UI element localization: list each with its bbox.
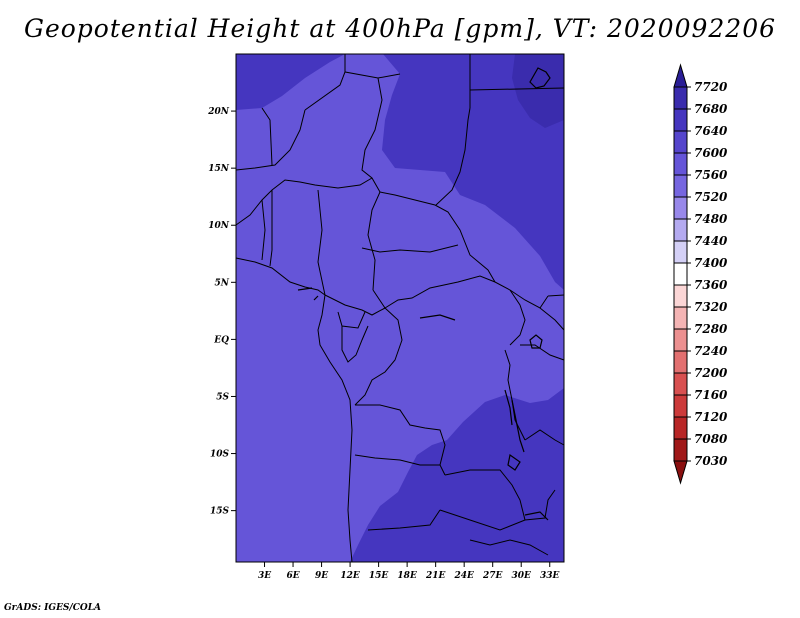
lakes-and-islands xyxy=(297,67,551,521)
colorbar-label: 7480 xyxy=(694,212,728,226)
map-axes: 20N 15N 10N 5N EQ 5S 10S 15S 3E 6E 9E 12E 15E 18E 21E 2… xyxy=(207,107,559,581)
colorbar-segment xyxy=(673,108,688,132)
colorbar-segment xyxy=(673,350,688,374)
colorbar-segment xyxy=(673,416,688,440)
lon-tick-label: 24E xyxy=(453,571,474,581)
map-frame xyxy=(235,53,565,563)
colorbar-segment xyxy=(673,438,688,462)
lat-tick-label: EQ xyxy=(213,335,229,345)
colorbar-segment xyxy=(673,372,688,396)
lon-tick-label: 12E xyxy=(340,571,360,581)
lon-tick-label: 18E xyxy=(397,571,417,581)
height-field-high-northeast xyxy=(382,54,564,290)
lon-tick-label: 15E xyxy=(369,571,389,581)
colorbar-segment xyxy=(673,218,688,242)
colorbar-label: 7080 xyxy=(694,432,728,446)
colorbar-segment xyxy=(673,328,688,352)
colorbar-label: 7320 xyxy=(694,300,728,314)
height-field-high-southeast xyxy=(350,388,564,562)
colorbar-bottom-arrow xyxy=(673,460,688,485)
lon-tick-label: 3E xyxy=(258,571,271,581)
colorbar-segment xyxy=(673,240,688,264)
colorbar-label: 7440 xyxy=(694,234,728,248)
lat-tick-label: 15S xyxy=(210,507,230,517)
grads-credit: GrADS: IGES/COLA xyxy=(4,603,102,613)
country-borders xyxy=(235,54,565,563)
lon-tick-label: 6E xyxy=(286,571,299,581)
colorbar-label: 7120 xyxy=(694,410,728,424)
lon-tick-label: 30E xyxy=(512,571,532,581)
chart-title: Geopotential Height at 400hPa [gpm], VT:… xyxy=(23,14,777,43)
colorbar-label: 7200 xyxy=(694,366,728,380)
colorbar-label: 7640 xyxy=(694,124,728,138)
lat-tick-label: 20N xyxy=(207,107,230,117)
colorbar: 7720 7680 7640 7600 7560 7520 7480 7440 7400 7360… xyxy=(673,63,728,485)
colorbar-segment xyxy=(673,86,688,110)
colorbar-segment xyxy=(673,130,688,154)
lon-tick-label: 33E xyxy=(540,571,560,581)
colorbar-top-arrow xyxy=(673,63,688,88)
lat-tick-label: 10N xyxy=(208,221,230,231)
colorbar-label: 7400 xyxy=(694,256,728,270)
colorbar-label: 7160 xyxy=(694,388,728,402)
colorbar-label: 7280 xyxy=(694,322,728,336)
lon-tick-label: 21E xyxy=(425,571,446,581)
height-field-high-northwest xyxy=(236,54,345,110)
height-field-higher-northeast xyxy=(512,54,564,128)
lon-tick-label: 27E xyxy=(482,571,503,581)
lat-tick-label: 5S xyxy=(216,392,229,402)
colorbar-label: 7520 xyxy=(694,190,728,204)
colorbar-label: 7720 xyxy=(694,80,728,94)
lat-tick-label: 5N xyxy=(215,278,230,288)
map-area xyxy=(235,53,565,563)
colorbar-label: 7680 xyxy=(694,102,728,116)
colorbar-segment xyxy=(673,174,688,198)
colorbar-segment xyxy=(673,284,688,308)
colorbar-segment xyxy=(673,394,688,418)
colorbar-label: 7600 xyxy=(694,146,728,160)
colorbar-label: 7360 xyxy=(694,278,728,292)
colorbar-label: 7240 xyxy=(694,344,728,358)
lat-tick-label: 15N xyxy=(208,164,230,174)
colorbar-segment xyxy=(673,306,688,330)
colorbar-segment xyxy=(673,196,688,220)
colorbar-segment xyxy=(673,152,688,176)
lon-tick-label: 9E xyxy=(315,571,328,581)
colorbar-label: 7560 xyxy=(694,168,728,182)
lat-tick-label: 10S xyxy=(210,450,230,460)
colorbar-segment xyxy=(673,262,688,286)
colorbar-label: 7030 xyxy=(694,454,728,468)
